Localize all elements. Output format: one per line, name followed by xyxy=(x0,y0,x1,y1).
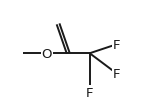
Text: O: O xyxy=(42,47,52,60)
Text: F: F xyxy=(113,38,121,51)
Text: F: F xyxy=(113,67,121,80)
Text: F: F xyxy=(86,86,93,99)
